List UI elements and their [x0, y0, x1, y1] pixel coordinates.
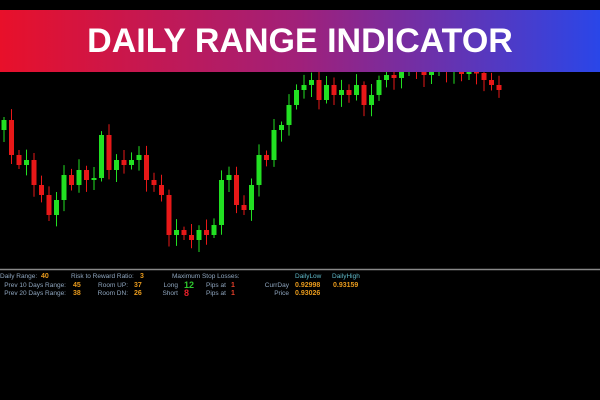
value: 3	[140, 273, 144, 280]
candle-body	[219, 180, 224, 225]
candle-body	[211, 225, 217, 235]
candle-body	[301, 85, 307, 90]
candle-body	[316, 80, 322, 100]
candle-body	[61, 175, 67, 200]
candle-body	[24, 160, 29, 165]
header: DailyHigh	[332, 273, 360, 280]
candle-body	[331, 85, 337, 95]
candle-body	[84, 170, 89, 180]
label: Daily Range:	[0, 273, 37, 280]
candle-body	[286, 105, 292, 125]
candle-body	[324, 85, 329, 100]
label: Long	[164, 282, 179, 289]
candle-body	[39, 185, 44, 195]
candle-body	[181, 230, 187, 235]
value: 38	[73, 290, 81, 297]
header: DailyLow	[295, 273, 322, 280]
candle-body	[69, 175, 74, 185]
candle-body	[241, 205, 247, 210]
candle-body	[489, 80, 494, 85]
label: Pips at	[206, 282, 226, 289]
candle-body	[91, 178, 97, 180]
value: 1	[231, 290, 235, 297]
candle-body	[384, 75, 389, 80]
value: 8	[184, 288, 189, 298]
label: Prev 20 Days Range:	[4, 290, 66, 297]
label: Risk to Reward Ratio:	[71, 273, 134, 280]
candle-body	[339, 90, 344, 95]
banner	[0, 10, 600, 72]
value: 26	[134, 290, 142, 297]
candle-body	[31, 160, 37, 185]
candle-body	[114, 160, 119, 170]
candle-body	[429, 72, 434, 75]
label: Pips at	[206, 290, 226, 297]
candle-body	[271, 130, 277, 160]
candle-body	[144, 155, 149, 180]
candle-body	[369, 95, 374, 105]
value: 45	[73, 282, 81, 289]
candle-body	[466, 72, 472, 74]
candle-body	[346, 90, 352, 95]
candle-body	[421, 70, 427, 75]
candle-body	[121, 160, 127, 165]
candle-body	[204, 230, 209, 235]
candle-body	[399, 72, 404, 78]
candle-body	[279, 125, 284, 130]
candle-body	[166, 195, 172, 235]
banner-title: DAILY RANGE INDICATOR	[87, 22, 513, 60]
candle-body	[294, 90, 299, 105]
candle-body	[189, 235, 194, 240]
value: 1	[231, 282, 235, 289]
candle-body	[46, 195, 52, 215]
candle-body	[196, 230, 202, 240]
value: 40	[41, 273, 49, 280]
label: Short	[162, 290, 178, 297]
candle-body	[361, 85, 367, 105]
candle-body	[16, 155, 22, 165]
candle-body	[106, 135, 112, 170]
candle-body	[354, 85, 359, 95]
candle-body	[256, 155, 262, 185]
candle-body	[76, 170, 82, 185]
label: Room DN:	[98, 290, 129, 297]
candle-body	[496, 85, 502, 90]
candle-body	[391, 75, 397, 78]
candle-body	[1, 120, 7, 130]
candle-body	[54, 200, 59, 215]
candle-body	[474, 72, 479, 74]
candle-body	[264, 155, 269, 160]
candle-body	[99, 135, 104, 178]
label: Room UP:	[98, 282, 128, 289]
value: 0.93026	[295, 290, 320, 297]
label: Maximum Stop Losses:	[172, 273, 240, 280]
label: CurrDay	[265, 282, 290, 289]
candle-body	[136, 155, 142, 160]
candle-body	[174, 230, 179, 235]
candle-body	[249, 185, 254, 210]
value: 37	[134, 282, 142, 289]
candle-body	[129, 160, 134, 165]
value: 12	[184, 280, 194, 290]
candle-body	[234, 175, 239, 205]
candle-body	[376, 80, 382, 95]
candle-body	[151, 180, 157, 185]
candle-body	[9, 120, 14, 155]
candle-body	[309, 80, 314, 85]
candle-body	[159, 185, 164, 195]
label: Price	[274, 290, 289, 297]
candle-body	[226, 175, 232, 180]
candle-body	[481, 73, 487, 80]
value: 0.92998	[295, 282, 320, 289]
label: Prev 10 Days Range:	[4, 282, 66, 289]
value: 0.93159	[333, 282, 358, 289]
candles	[1, 59, 502, 252]
